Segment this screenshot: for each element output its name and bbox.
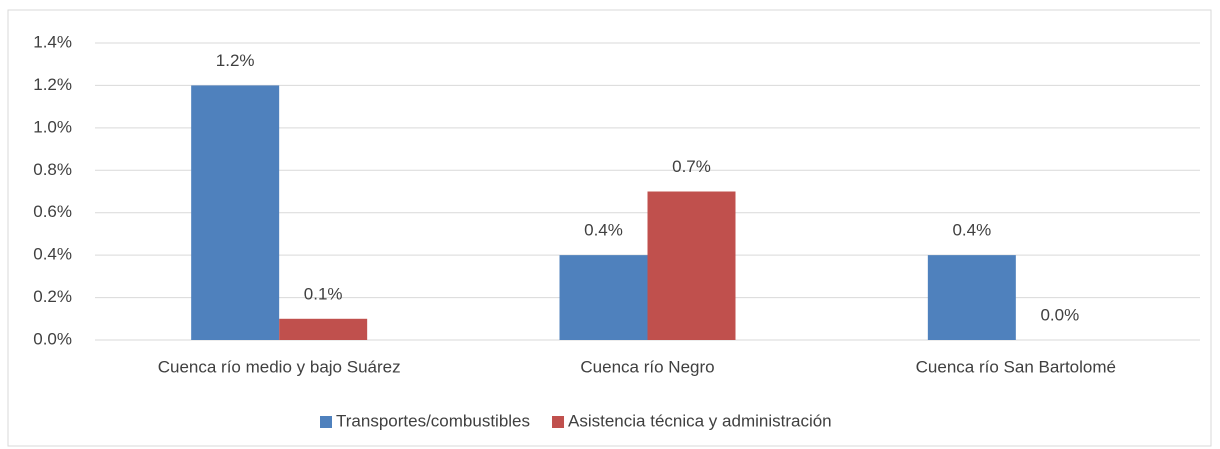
- y-tick-label: 1.2%: [33, 75, 72, 94]
- y-tick-label: 1.4%: [33, 32, 72, 51]
- legend-swatch: [552, 416, 565, 428]
- bar: [191, 85, 280, 340]
- data-label: 0.4%: [584, 221, 623, 240]
- x-tick-label: Cuenca río Negro: [580, 357, 714, 376]
- bar: [559, 255, 648, 340]
- y-tick-label: 0.4%: [33, 245, 72, 264]
- y-tick-label: 0.0%: [33, 329, 72, 348]
- y-tick-label: 0.2%: [33, 287, 72, 306]
- legend-swatch: [320, 416, 332, 428]
- y-tick-label: 0.8%: [33, 160, 72, 179]
- legend-label: Transportes/combustibles: [336, 411, 530, 430]
- y-tick-label: 1.0%: [33, 117, 72, 136]
- y-tick-label: 0.6%: [33, 202, 72, 221]
- x-tick-label: Cuenca río San Bartolomé: [916, 357, 1116, 376]
- data-label: 0.4%: [952, 221, 991, 240]
- x-tick-label: Cuenca río medio y bajo Suárez: [158, 357, 401, 376]
- legend-label: Asistencia técnica y administración: [568, 411, 832, 430]
- data-label: 0.7%: [672, 157, 711, 176]
- data-label: 0.1%: [304, 284, 343, 303]
- bar: [927, 255, 1016, 340]
- data-label: 0.0%: [1040, 305, 1079, 324]
- data-label: 1.2%: [216, 51, 255, 70]
- bar: [647, 191, 736, 340]
- bar: [279, 318, 368, 340]
